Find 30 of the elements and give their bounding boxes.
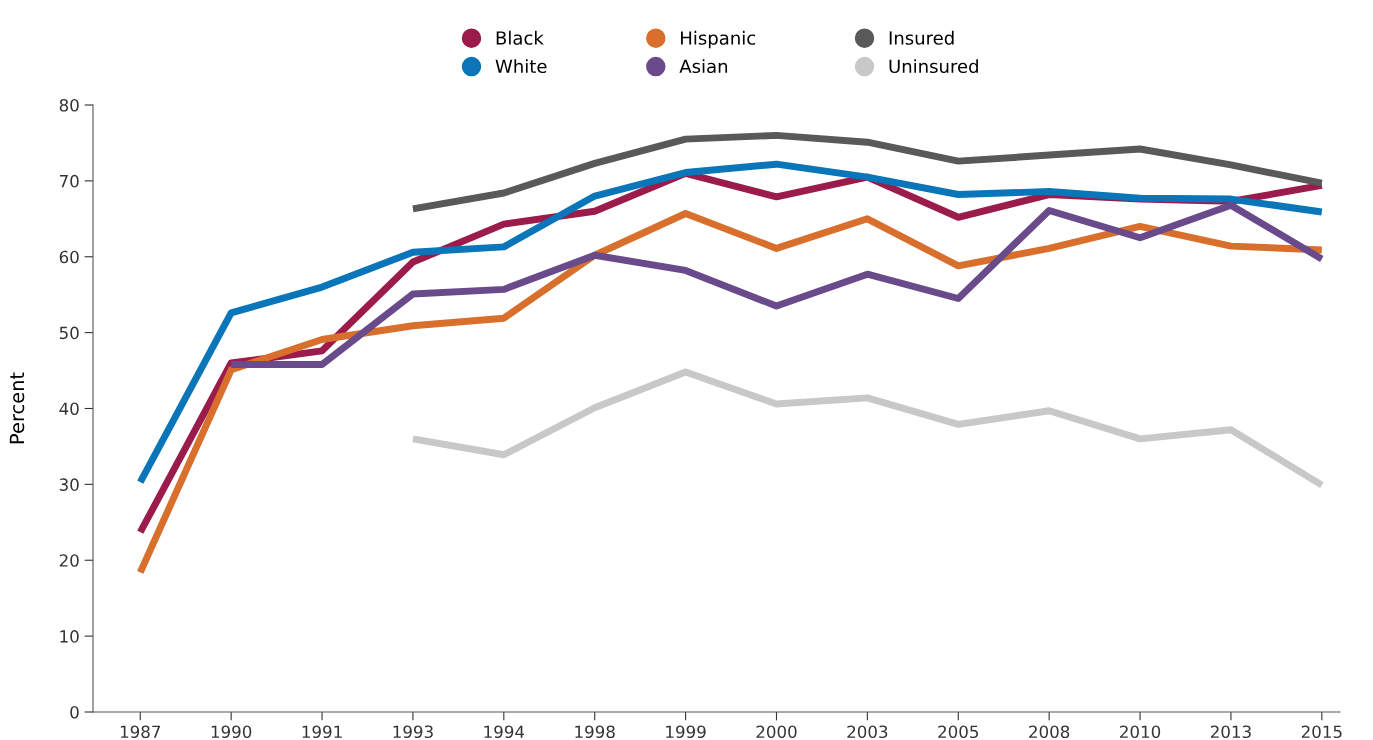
legend-label: Asian: [679, 59, 728, 74]
y-tick-label: 30: [59, 478, 79, 491]
legend-label: Uninsured: [889, 59, 978, 74]
x-tick-label: 1999: [666, 725, 706, 739]
y-axis-title: Percent: [9, 372, 25, 444]
x-tick-label: 1994: [484, 725, 525, 739]
y-tick-label: 40: [59, 402, 79, 416]
legend-label: Black: [496, 30, 544, 45]
y-tick-label: 0: [70, 705, 79, 719]
x-tick-label: 1990: [211, 725, 252, 739]
y-tick-label: 10: [60, 630, 79, 643]
legend-label: Hispanic: [681, 30, 756, 49]
x-tick-label: 2000: [756, 725, 797, 739]
y-tick-label: 60: [59, 250, 79, 264]
y-tick-label: 20: [59, 554, 79, 567]
x-tick-label: 1998: [575, 725, 615, 739]
x-tick-label: 2015: [1301, 725, 1342, 739]
x-tick-label: 2005: [938, 725, 979, 739]
x-tick-label: 1991: [302, 725, 342, 739]
y-tick-label: 80: [59, 98, 79, 112]
x-tick-label: 2013: [1210, 725, 1251, 739]
legend-label: White: [495, 59, 547, 74]
x-tick-label: 1993: [393, 725, 433, 739]
x-tick-label: 2008: [1029, 725, 1070, 739]
x-tick-label: 2003: [847, 725, 888, 739]
x-tick-label: 1987: [120, 725, 161, 739]
y-tick-label: 70: [59, 174, 79, 188]
legend-label: Insured: [889, 30, 954, 45]
y-tick-label: 50: [59, 326, 79, 340]
x-tick-label: 2010: [1120, 725, 1161, 739]
